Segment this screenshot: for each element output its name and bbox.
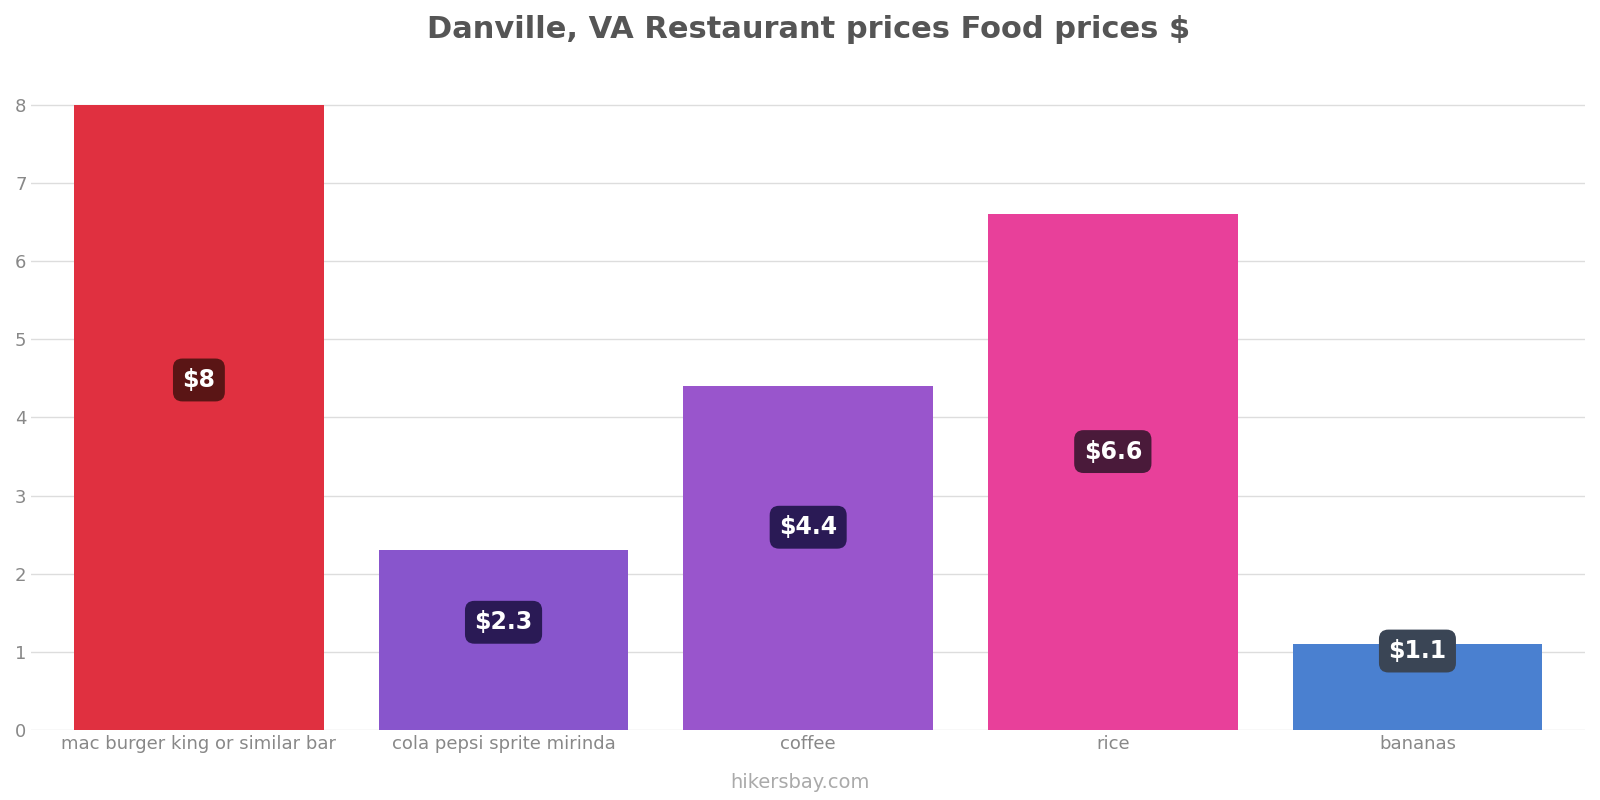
Text: $1.1: $1.1 bbox=[1389, 639, 1446, 663]
Text: hikersbay.com: hikersbay.com bbox=[730, 773, 870, 792]
Bar bbox=[74, 105, 323, 730]
Bar bbox=[379, 550, 629, 730]
Text: $8: $8 bbox=[182, 368, 216, 392]
Text: $2.3: $2.3 bbox=[475, 610, 533, 634]
Bar bbox=[683, 386, 933, 730]
Text: $4.4: $4.4 bbox=[779, 515, 837, 539]
Bar bbox=[987, 214, 1238, 730]
Title: Danville, VA Restaurant prices Food prices $: Danville, VA Restaurant prices Food pric… bbox=[427, 15, 1190, 44]
Text: $6.6: $6.6 bbox=[1083, 439, 1142, 463]
Bar bbox=[1293, 644, 1542, 730]
